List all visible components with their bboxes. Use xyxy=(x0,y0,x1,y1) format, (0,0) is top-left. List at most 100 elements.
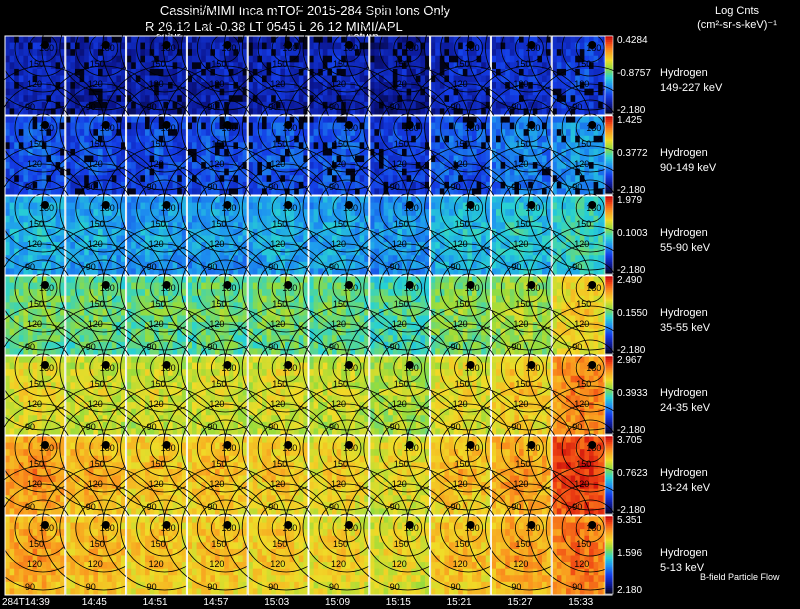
heatmap-cell xyxy=(51,116,56,123)
heatmap-cell xyxy=(116,255,122,263)
heatmap-cell xyxy=(224,129,230,137)
heatmap-cell xyxy=(233,108,239,116)
heatmap-cell xyxy=(205,196,211,203)
heatmap-cell xyxy=(248,68,254,76)
heatmap-cell xyxy=(598,75,604,83)
heatmap-cell xyxy=(111,222,117,230)
heatmap-cell xyxy=(458,101,464,109)
heatmap-cell xyxy=(575,95,581,103)
contour-label: 90 xyxy=(25,102,35,112)
heatmap-cell xyxy=(552,68,558,76)
heatmap-cell xyxy=(350,62,356,70)
heatmap-cell xyxy=(5,168,10,176)
heatmap-cell xyxy=(233,175,239,183)
heatmap-cell xyxy=(537,75,543,83)
heatmap-cell xyxy=(556,122,562,130)
heatmap-cell xyxy=(491,101,497,109)
heatmap-cell xyxy=(187,75,193,83)
heatmap-cell xyxy=(364,175,370,183)
heatmap-cell xyxy=(462,75,468,83)
heatmap-cell xyxy=(215,175,220,183)
heatmap-cell xyxy=(131,215,137,223)
colorbar-segment xyxy=(605,65,613,68)
heatmap-cell xyxy=(126,42,132,50)
heatmap-cell xyxy=(500,135,506,143)
panel-border xyxy=(430,35,491,116)
heatmap-cell xyxy=(570,155,576,163)
heatmap-cell xyxy=(248,268,254,276)
heatmap-cell xyxy=(566,168,571,176)
panel-border xyxy=(490,115,552,196)
heatmap-cell xyxy=(318,108,324,116)
heatmap-cell xyxy=(537,36,543,43)
heatmap-cell xyxy=(201,36,207,43)
heatmap-cell xyxy=(228,129,234,137)
heatmap-cell xyxy=(257,122,263,130)
heatmap-cell xyxy=(313,242,319,250)
heatmap-cell xyxy=(23,55,29,63)
heatmap-cell xyxy=(430,215,436,223)
heatmap-cell xyxy=(345,49,351,57)
heatmap-cell xyxy=(364,135,370,143)
heatmap-cell xyxy=(65,209,71,217)
heatmap-cell xyxy=(248,215,254,223)
heatmap-cell xyxy=(472,75,477,83)
heatmap-cell xyxy=(210,62,216,70)
heatmap-cell xyxy=(579,42,585,50)
heatmap-cell xyxy=(51,49,56,57)
contour-label: 150 xyxy=(272,139,287,149)
heatmap-cell xyxy=(435,108,441,116)
colorbar-segment xyxy=(605,92,613,95)
heatmap-cell xyxy=(453,49,459,57)
heatmap-cell xyxy=(537,222,543,230)
heatmap-cell xyxy=(318,129,324,137)
heatmap-cell xyxy=(154,155,160,163)
heatmap-cell xyxy=(262,82,267,90)
heatmap-cell xyxy=(430,122,436,130)
heatmap-cell xyxy=(449,168,454,176)
heatmap-cell xyxy=(32,248,38,256)
heatmap-cell xyxy=(374,162,380,170)
heatmap-cell xyxy=(177,122,183,130)
heatmap-cell xyxy=(388,116,394,123)
heatmap-cell xyxy=(215,248,220,256)
heatmap-cell xyxy=(392,155,398,163)
heatmap-cell xyxy=(327,101,333,109)
heatmap-cell xyxy=(415,42,421,50)
heatmap-cell xyxy=(205,108,211,116)
heatmap-cell xyxy=(205,75,211,83)
heatmap-cell xyxy=(271,129,277,137)
heatmap-cell xyxy=(491,75,497,83)
heatmap-cell xyxy=(177,181,183,189)
heatmap-cell xyxy=(177,215,183,223)
heatmap-cell xyxy=(177,68,183,76)
heatmap-cell xyxy=(280,68,286,76)
heatmap-cell xyxy=(14,148,20,156)
heatmap-cell xyxy=(41,135,47,143)
heatmap-cell xyxy=(79,116,85,123)
heatmap-cell xyxy=(32,42,38,50)
heatmap-cell xyxy=(111,155,117,163)
heatmap-cell xyxy=(262,162,267,170)
heatmap-cell xyxy=(172,142,178,150)
heatmap-cell xyxy=(369,36,375,43)
heatmap-cell xyxy=(9,101,15,109)
heatmap-cell xyxy=(303,62,309,70)
heatmap-cell xyxy=(210,148,216,156)
heatmap-cell xyxy=(201,215,207,223)
heatmap-cell xyxy=(374,168,380,176)
heatmap-cell xyxy=(280,95,286,103)
heatmap-cell xyxy=(140,75,146,83)
heatmap-cell xyxy=(575,181,581,189)
heatmap-cell xyxy=(509,202,515,210)
heatmap-cell xyxy=(388,202,394,210)
heatmap-cell xyxy=(383,55,389,63)
heatmap-cell xyxy=(41,129,47,137)
heatmap-cell xyxy=(327,209,333,217)
heatmap-cell xyxy=(491,222,497,230)
heatmap-cell xyxy=(172,116,178,123)
heatmap-cell xyxy=(388,142,394,150)
heatmap-cell xyxy=(233,188,239,196)
heatmap-cell xyxy=(345,101,351,109)
heatmap-cell xyxy=(107,116,113,123)
